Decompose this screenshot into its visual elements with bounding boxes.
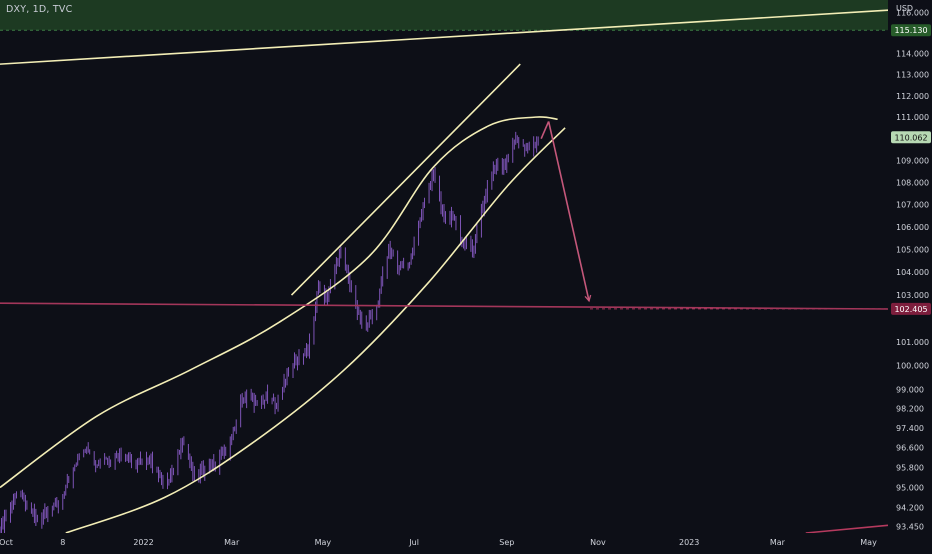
steep-trend-line[interactable]	[290, 63, 521, 296]
x-tick-label: Mar	[770, 538, 786, 547]
y-tick-label: 113.000	[896, 71, 929, 80]
price-badge[interactable]	[891, 302, 931, 315]
symbol-interval-label: DXY, 1D, TVC	[6, 4, 73, 15]
price-badge-label: 115.130	[894, 26, 927, 35]
x-tick-label: May	[315, 538, 332, 547]
y-tick-label: 108.000	[896, 178, 929, 187]
price-badge[interactable]	[891, 131, 931, 144]
x-tick-label: Oct	[0, 538, 13, 547]
x-tick-label: 2022	[133, 538, 153, 547]
y-tick-label: 100.000	[896, 361, 929, 370]
y-tick-label: 97.400	[896, 424, 924, 433]
y-tick-label: 116.000	[896, 8, 929, 17]
y-tick-label: 93.450	[896, 523, 924, 532]
target-arrow-down[interactable]	[547, 121, 590, 302]
price-badge-label: 110.062	[894, 133, 927, 142]
price-axis-background[interactable]	[888, 0, 932, 550]
x-tick-label: Jul	[408, 538, 419, 547]
y-tick-label: 104.000	[896, 268, 929, 277]
y-tick-label: 99.000	[896, 385, 924, 394]
y-tick-label: 94.200	[896, 504, 924, 513]
support-line[interactable]	[0, 302, 889, 310]
x-tick-label: Sep	[499, 538, 514, 547]
target-arrow-head	[584, 294, 592, 303]
y-tick-label: 111.000	[896, 113, 929, 122]
y-tick-label: 95.000	[896, 483, 924, 492]
y-tick-label: 105.000	[896, 245, 929, 254]
upper-channel-curve[interactable]	[0, 116, 558, 489]
y-tick-label: 106.000	[896, 223, 929, 232]
lower-right-line[interactable]	[805, 524, 889, 534]
x-tick-label: May	[860, 538, 877, 547]
currency-label: USD	[896, 4, 913, 13]
x-tick-label: Nov	[590, 538, 606, 547]
x-tick-label: Mar	[224, 538, 240, 547]
y-tick-label: 98.200	[896, 405, 924, 414]
y-tick-label: 114.000	[896, 50, 929, 59]
time-axis-background[interactable]	[0, 533, 888, 550]
target-arrow-up[interactable]	[540, 121, 550, 139]
y-tick-label: 103.000	[896, 291, 929, 300]
y-tick-label: 112.000	[896, 92, 929, 101]
y-tick-label: 95.800	[896, 464, 924, 473]
x-tick-label: 8	[60, 538, 65, 547]
long-rising-line[interactable]	[0, 9, 889, 65]
lower-channel-curve[interactable]	[65, 127, 566, 534]
y-tick-label: 107.000	[896, 200, 929, 209]
x-tick-label: 2023	[679, 538, 699, 547]
price-badge-label: 102.405	[894, 305, 927, 314]
y-tick-label: 96.600	[896, 444, 924, 453]
y-tick-label: 109.000	[896, 156, 929, 165]
y-tick-label: 101.000	[896, 338, 929, 347]
resistance-zone[interactable]	[0, 0, 888, 31]
price-badge[interactable]	[891, 24, 931, 37]
